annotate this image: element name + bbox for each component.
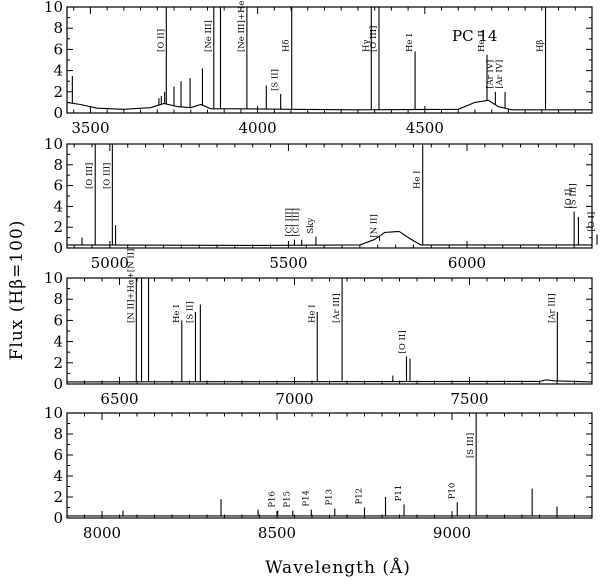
line-label: [Ar IV] xyxy=(485,60,495,89)
line-label: [O II] xyxy=(398,330,408,353)
line-label: He I xyxy=(413,170,423,189)
y-tick-label: 2 xyxy=(53,488,63,506)
y-tick-label: 8 xyxy=(53,425,63,443)
line-label: He II xyxy=(477,30,487,52)
line-label: P16 xyxy=(268,491,278,508)
x-tick-label: 6500 xyxy=(100,390,138,408)
y-tick-label: 6 xyxy=(53,446,63,464)
line-label: [O I] xyxy=(587,212,597,232)
x-tick-label: 5500 xyxy=(269,254,307,272)
y-tick-label: 8 xyxy=(53,156,63,174)
y-tick-label: 10 xyxy=(44,404,63,422)
x-tick-label: 9000 xyxy=(433,524,471,542)
line-label: [O III] xyxy=(85,163,95,189)
line-label: He I xyxy=(307,304,317,323)
line-label: Hγ xyxy=(361,40,371,53)
line-label: [O III] xyxy=(102,163,112,189)
y-tick-label: 10 xyxy=(44,269,63,287)
object-label: PC 14 xyxy=(452,27,497,45)
line-label: P11 xyxy=(394,485,404,502)
panel-1: 0 2 4 6 8 10 3500 4000 4500 [O II] [Ne III] [Ne III… xyxy=(44,0,593,137)
line-label: [S III] xyxy=(466,433,476,458)
line-label: [Ar IV] xyxy=(495,60,505,89)
y-tick-label: 8 xyxy=(53,290,63,308)
line-label: [N II]+Hα+[N II] xyxy=(126,249,136,323)
line-label: P10 xyxy=(447,483,457,500)
line-label: [Cl III] xyxy=(292,208,302,237)
line-label: P14 xyxy=(301,490,311,507)
y-axis-label: Flux (Hβ=100) xyxy=(7,220,27,361)
line-label: He I xyxy=(172,304,182,323)
continuum-line xyxy=(66,99,592,111)
panel-2: 0 2 4 6 8 10 5000 5500 6000 [O III] [O III] [Cl III… xyxy=(44,135,598,272)
line-label: [S II] xyxy=(185,301,195,323)
y-tick-label: 6 xyxy=(53,40,63,58)
y-tick-label: 0 xyxy=(53,239,63,257)
x-tick-label: 3500 xyxy=(71,119,109,137)
y-tick-label: 2 xyxy=(53,354,63,372)
line-label: [O III] xyxy=(369,26,379,52)
line-label: Sky xyxy=(306,218,316,234)
x-tick-label: 4500 xyxy=(406,119,444,137)
continuum-line xyxy=(66,230,592,246)
line-label: Hβ xyxy=(536,40,546,52)
x-tick-label: 7500 xyxy=(450,390,488,408)
y-tick-label: 6 xyxy=(53,177,63,195)
y-tick-label: 6 xyxy=(53,311,63,329)
line-label: [S II] xyxy=(271,69,281,91)
line-label: [Ne III]+He+He I xyxy=(237,0,247,52)
continuum-line xyxy=(66,379,593,383)
line-label: [Ne III] xyxy=(204,20,214,52)
line-label: Hδ xyxy=(282,39,292,52)
x-tick-label: 8500 xyxy=(258,524,296,542)
line-label: [Ar III] xyxy=(332,293,342,323)
x-tick-label: 6000 xyxy=(448,254,486,272)
panel-frame xyxy=(66,143,593,249)
y-tick-label: 8 xyxy=(53,19,63,37)
y-tick-label: 0 xyxy=(53,509,63,527)
line-label: P12 xyxy=(355,488,365,505)
panel-frame xyxy=(66,277,593,385)
line-label: [Ar III] xyxy=(547,293,557,323)
y-tick-label: 4 xyxy=(53,467,63,485)
x-tick-label: 4000 xyxy=(239,119,277,137)
line-label: [Cl III] xyxy=(285,208,295,237)
line-label: [O I] xyxy=(564,189,574,209)
y-tick-label: 0 xyxy=(53,104,63,122)
y-tick-label: 10 xyxy=(44,135,63,153)
panel-frame xyxy=(66,6,593,114)
x-tick-label: 8000 xyxy=(83,524,121,542)
line-label: [O II] xyxy=(156,29,166,52)
y-tick-label: 2 xyxy=(53,83,63,101)
panel-4: 0 2 4 6 8 10 8000 8500 9000 P16 P15 P14 P13 P12 P11 P10… xyxy=(44,404,593,542)
y-tick-label: 4 xyxy=(53,333,63,351)
line-label: P13 xyxy=(325,489,335,506)
line-label: [N II] xyxy=(370,214,380,238)
y-tick-label: 4 xyxy=(53,197,63,215)
x-axis-label: Wavelength (Å) xyxy=(265,557,411,578)
line-label: He I xyxy=(405,33,415,52)
x-tick-label: 7000 xyxy=(275,390,313,408)
y-tick-label: 2 xyxy=(53,218,63,236)
y-tick-label: 4 xyxy=(53,62,63,80)
line-label: [S III] xyxy=(568,183,578,208)
y-tick-label: 0 xyxy=(53,375,63,393)
x-tick-label: 5000 xyxy=(91,254,129,272)
line-label: P15 xyxy=(283,491,293,508)
y-tick-label: 10 xyxy=(44,0,63,16)
